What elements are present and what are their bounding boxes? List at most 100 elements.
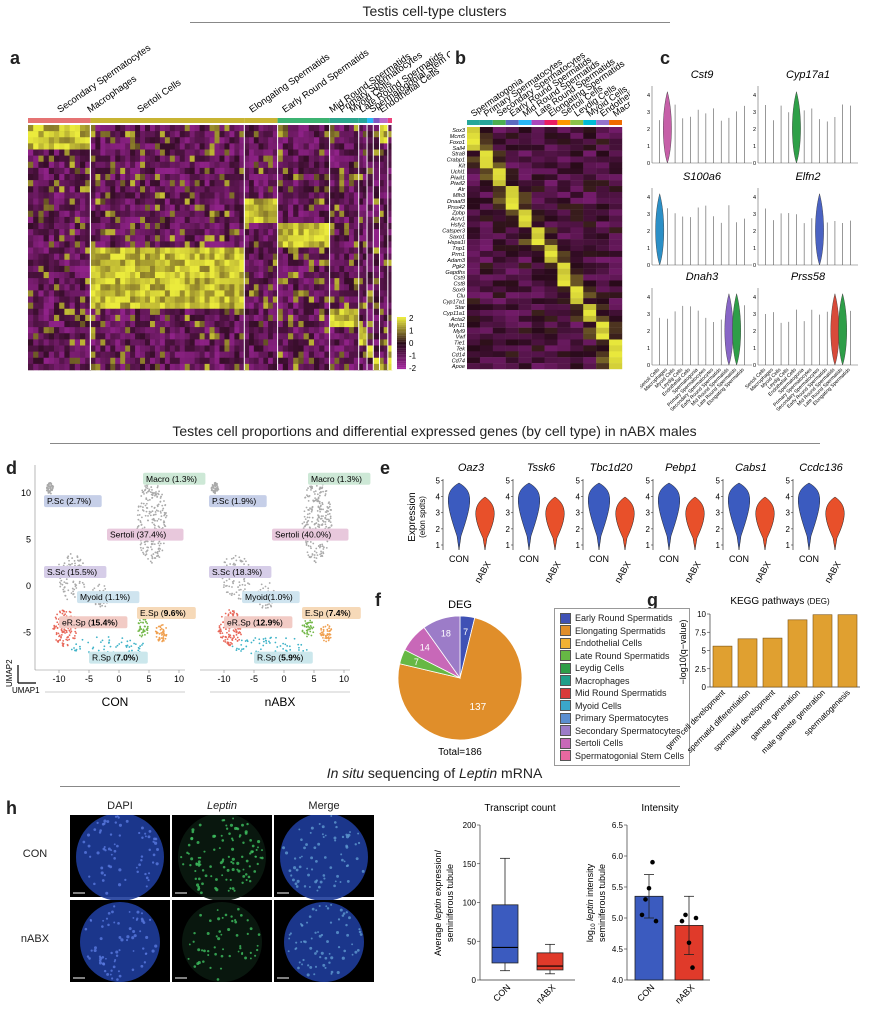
heat-cell (239, 321, 245, 328)
heat-cell (319, 339, 325, 346)
heat-cell (43, 155, 50, 163)
heat-cell (324, 155, 330, 163)
heat-cell (214, 216, 220, 224)
heat-cell (263, 259, 269, 267)
umap-point (306, 489, 308, 491)
heat-cell (115, 125, 121, 132)
heat-cell (209, 155, 215, 163)
heat-cell (74, 327, 81, 334)
heat-cell (69, 235, 76, 242)
heat-cell (154, 223, 161, 230)
scale-cell (397, 359, 406, 362)
heat-cell (229, 155, 235, 163)
heat-cell (164, 180, 171, 187)
umap-point (264, 604, 267, 607)
heat-cell (362, 296, 368, 303)
heat-cell (492, 138, 506, 145)
heat-cell (159, 161, 166, 169)
umap-point (148, 512, 151, 515)
heat-cell (249, 272, 255, 279)
heat-cell (334, 333, 340, 340)
umap-point (64, 594, 67, 597)
heat-cell (505, 339, 519, 346)
heat-cell (169, 167, 176, 175)
heat-cell (204, 278, 210, 285)
heat-cell (277, 216, 284, 224)
umap-point (65, 582, 67, 585)
heat-cell (85, 155, 91, 163)
scale-tick: -2 (409, 364, 417, 373)
heat-cell (140, 259, 146, 267)
heat-cell (492, 304, 506, 311)
heat-cell (28, 186, 34, 193)
heat-cell (298, 137, 304, 144)
heat-cell (54, 143, 60, 150)
heat-cell (334, 247, 340, 254)
heat-cell (383, 131, 389, 138)
heat-cell (100, 192, 106, 199)
heat-cell (184, 290, 191, 297)
heat-cell (105, 284, 111, 291)
heat-cell (479, 132, 494, 140)
heat-cell (314, 192, 320, 199)
umap-point (314, 527, 317, 530)
heat-cell (609, 138, 623, 145)
umap-point (165, 514, 168, 517)
heat-cell (149, 186, 156, 193)
heat-cell (293, 339, 299, 346)
heat-cell (209, 339, 215, 346)
heat-cell (349, 192, 355, 199)
heat-cell (69, 321, 76, 328)
heat-cell (140, 333, 146, 340)
heat-cell (387, 363, 393, 371)
heat-cell (249, 155, 255, 163)
heat-cell (169, 235, 176, 242)
heat-cell (80, 302, 86, 310)
heat-cell (272, 247, 278, 254)
heat-cell (258, 302, 264, 310)
heat-cell (557, 191, 571, 199)
heat-cell (33, 125, 39, 132)
heat-cell (135, 180, 141, 187)
heat-cell (249, 167, 255, 175)
heat-cell (110, 278, 116, 285)
heat-cell (105, 314, 111, 322)
heat-cell (69, 149, 76, 156)
heat-cell (209, 363, 215, 371)
heat-cell (263, 327, 269, 334)
heat-cell (268, 235, 274, 242)
heat-cell (277, 363, 284, 371)
heat-cell (596, 315, 610, 322)
heat-cell (189, 296, 195, 303)
heat-cell (189, 265, 195, 273)
heat-cell (609, 363, 623, 370)
heat-cell (135, 339, 141, 346)
umap-point (320, 550, 322, 553)
heat-cell (505, 274, 519, 281)
heat-cell (492, 156, 506, 163)
heat-cell (349, 180, 355, 187)
heat-cell (130, 278, 136, 285)
umap-point (69, 553, 72, 555)
heat-cell (383, 235, 389, 242)
heat-cell (258, 216, 264, 224)
heat-cell (64, 216, 70, 224)
heat-cell (268, 363, 274, 371)
heat-cell (379, 339, 384, 346)
heat-cell (54, 210, 60, 218)
heat-cell (229, 308, 235, 316)
heat-cell (159, 174, 166, 181)
heat-cell (505, 245, 519, 252)
heat-cell (224, 137, 230, 144)
heat-cell (184, 302, 191, 310)
heat-cell (174, 290, 181, 297)
heat-cell (557, 150, 571, 157)
heat-cell (149, 174, 156, 181)
heat-cell (80, 290, 86, 297)
heat-cell (69, 210, 76, 218)
heat-cell (263, 167, 269, 175)
heat-cell (467, 162, 481, 169)
gene-label: Prm1 (452, 252, 465, 258)
heat-cell (130, 125, 136, 132)
umap-point (156, 551, 158, 554)
